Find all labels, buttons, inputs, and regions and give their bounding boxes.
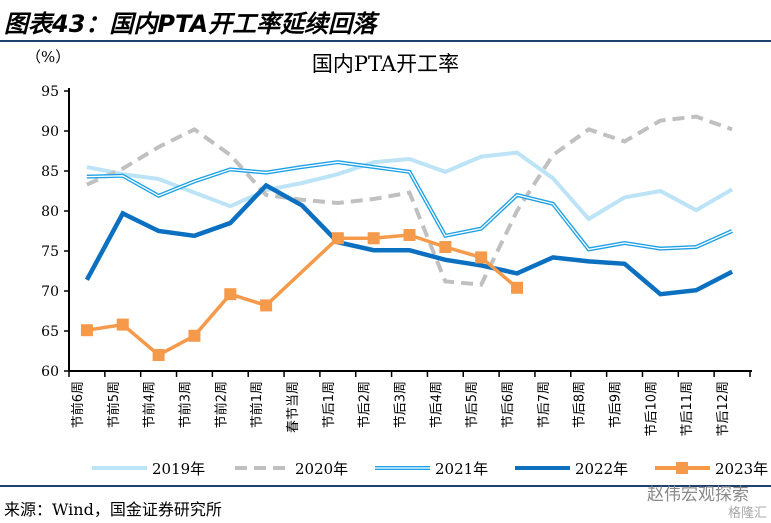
series-line bbox=[86, 150, 734, 222]
series-line bbox=[86, 114, 733, 287]
x-tick-label: 节前1周 bbox=[249, 381, 265, 428]
data-point-marker bbox=[116, 318, 129, 331]
x-tick-label: 节后8周 bbox=[573, 381, 588, 428]
x-tick-label: 节前3周 bbox=[177, 381, 193, 428]
series-2021年 bbox=[86, 160, 733, 252]
data-point-marker bbox=[367, 232, 380, 245]
x-tick-label: 节前2周 bbox=[213, 381, 229, 428]
line-chart: 60 65 70 75 80 85 90 95 节前6周 节前5周 节前4周 节前3周 节前2周 节前1周… bbox=[41, 84, 768, 478]
figure-title: 图表43：国内PTA开工率延续回落 bbox=[4, 10, 377, 38]
y-tick-label: 95 bbox=[41, 84, 59, 100]
data-point-marker bbox=[475, 251, 488, 264]
data-point-marker bbox=[188, 329, 201, 342]
legend-label: 2020年 bbox=[295, 460, 348, 478]
x-tick-label: 节前5周 bbox=[106, 381, 122, 428]
series-line bbox=[84, 182, 734, 297]
data-point-marker bbox=[439, 241, 452, 253]
y-axis-unit: （%） bbox=[26, 48, 71, 66]
legend-item-2022年: 2022年 bbox=[515, 460, 628, 478]
data-point-marker bbox=[403, 229, 416, 241]
legend-marker bbox=[676, 462, 688, 474]
x-tick-label: 节后6周 bbox=[501, 381, 516, 428]
data-point-marker bbox=[511, 281, 524, 294]
data-point-marker bbox=[224, 288, 237, 301]
legend-label: 2022年 bbox=[575, 460, 628, 478]
x-tick-label: 节后2周 bbox=[358, 381, 373, 428]
legend-label: 2021年 bbox=[435, 460, 488, 478]
footer-divider bbox=[0, 485, 771, 487]
y-tick-label: 90 bbox=[41, 124, 59, 140]
x-tick-label: 春节当周 bbox=[286, 381, 301, 433]
x-tick-label: 节后3周 bbox=[394, 381, 409, 428]
x-tick-label: 节前4周 bbox=[142, 381, 158, 428]
data-point-marker bbox=[80, 324, 93, 337]
x-tick-label: 节后11周 bbox=[680, 381, 695, 437]
data-point-marker bbox=[260, 299, 273, 312]
source-note: 来源：Wind，国金证券研究所 bbox=[4, 500, 222, 519]
y-tick-label: 85 bbox=[41, 164, 59, 180]
legend-item-2019年: 2019年 bbox=[92, 460, 205, 478]
x-tick-label: 节后12周 bbox=[716, 381, 731, 437]
x-tick-label: 节后1周 bbox=[322, 381, 337, 428]
x-tick-label: 节后10周 bbox=[644, 381, 659, 437]
legend-label: 2023年 bbox=[715, 460, 768, 478]
watermark-logo: 格隆汇 bbox=[727, 506, 767, 521]
legend-item-2023年: 2023年 bbox=[655, 460, 768, 478]
y-tick-label: 65 bbox=[41, 324, 59, 340]
series-line bbox=[86, 233, 519, 358]
x-tick-label: 节后9周 bbox=[609, 381, 624, 428]
series-line-inner bbox=[86, 161, 733, 251]
y-tick-label: 80 bbox=[41, 204, 59, 220]
watermark: 赵伟宏观探索 bbox=[647, 485, 749, 505]
chart-title: 国内PTA开工率 bbox=[311, 52, 460, 76]
y-tick-label: 60 bbox=[41, 364, 59, 380]
x-tick-label: 节后7周 bbox=[537, 381, 552, 428]
x-tick-label: 节后4周 bbox=[429, 381, 444, 428]
data-point-marker bbox=[331, 232, 344, 245]
series-2020年 bbox=[86, 114, 733, 287]
figure-header: 图表43：国内PTA开工率延续回落 bbox=[0, 0, 771, 42]
series-2023年 bbox=[80, 229, 524, 361]
y-tick-label: 70 bbox=[41, 284, 59, 300]
legend-item-2020年: 2020年 bbox=[235, 460, 348, 478]
y-tick-label: 75 bbox=[41, 244, 59, 260]
legend-label: 2019年 bbox=[152, 460, 205, 478]
series-2022年 bbox=[84, 182, 734, 297]
data-point-marker bbox=[152, 349, 165, 361]
x-tick-label: 节后5周 bbox=[465, 381, 480, 428]
legend-item-2021年: 2021年 bbox=[375, 460, 488, 478]
series-2019年 bbox=[86, 150, 734, 222]
x-tick-label: 节前6周 bbox=[70, 381, 86, 428]
